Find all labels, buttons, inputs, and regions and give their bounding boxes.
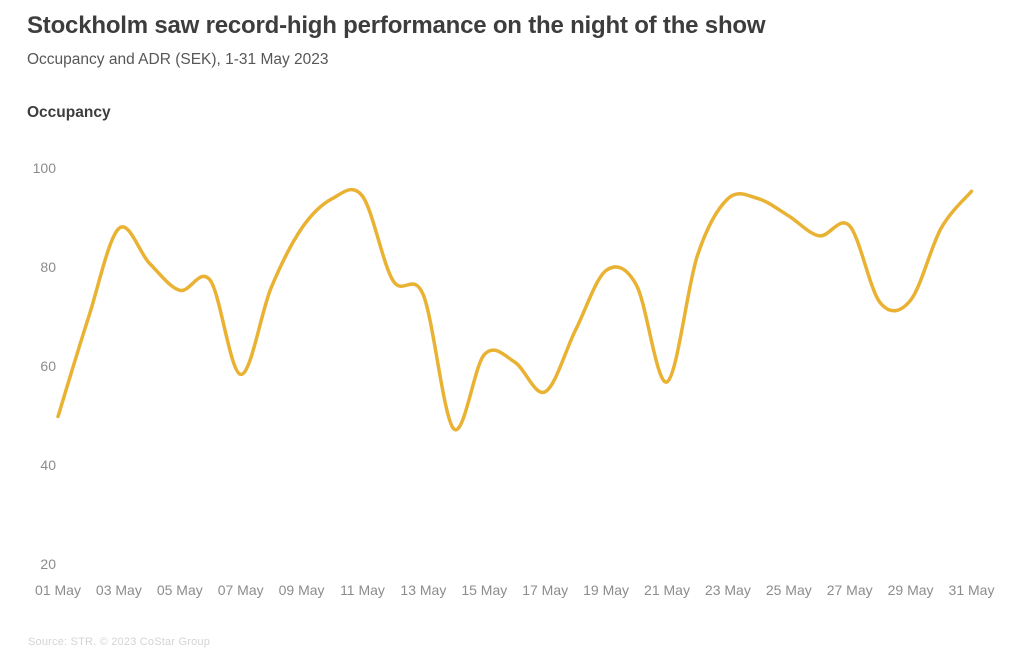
x-tick-label: 21 May bbox=[644, 582, 690, 598]
x-tick-label: 03 May bbox=[95, 582, 142, 598]
x-tick-label: 01 May bbox=[35, 582, 81, 598]
page-title: Stockholm saw record-high performance on… bbox=[27, 12, 766, 39]
y-axis-title: Occupancy bbox=[27, 104, 111, 121]
y-tick-label: 100 bbox=[32, 160, 56, 176]
y-tick-label: 20 bbox=[40, 556, 56, 572]
y-tick-label: 40 bbox=[40, 457, 56, 473]
x-tick-label: 07 May bbox=[217, 582, 264, 598]
x-tick-label: 25 May bbox=[765, 582, 812, 598]
x-tick-label: 29 May bbox=[887, 582, 934, 598]
x-tick-label: 19 May bbox=[583, 582, 630, 598]
y-tick-label: 80 bbox=[40, 259, 56, 275]
x-tick-label: 11 May bbox=[340, 582, 385, 598]
x-tick-label: 31 May bbox=[948, 582, 995, 598]
x-tick-label: 09 May bbox=[278, 582, 325, 598]
x-tick-label: 05 May bbox=[156, 582, 203, 598]
chart-subtitle: Occupancy and ADR (SEK), 1-31 May 2023 bbox=[27, 51, 329, 68]
occupancy-series-line bbox=[56, 187, 974, 432]
y-tick-label: 60 bbox=[40, 358, 56, 374]
x-tick-label: 13 May bbox=[400, 582, 447, 598]
x-tick-label: 15 May bbox=[461, 582, 508, 598]
x-tick-label: 23 May bbox=[704, 582, 751, 598]
x-tick-label: 17 May bbox=[522, 582, 569, 598]
source-note: Source: STR. © 2023 CoStar Group bbox=[28, 636, 211, 648]
x-tick-label: 27 May bbox=[826, 582, 873, 598]
